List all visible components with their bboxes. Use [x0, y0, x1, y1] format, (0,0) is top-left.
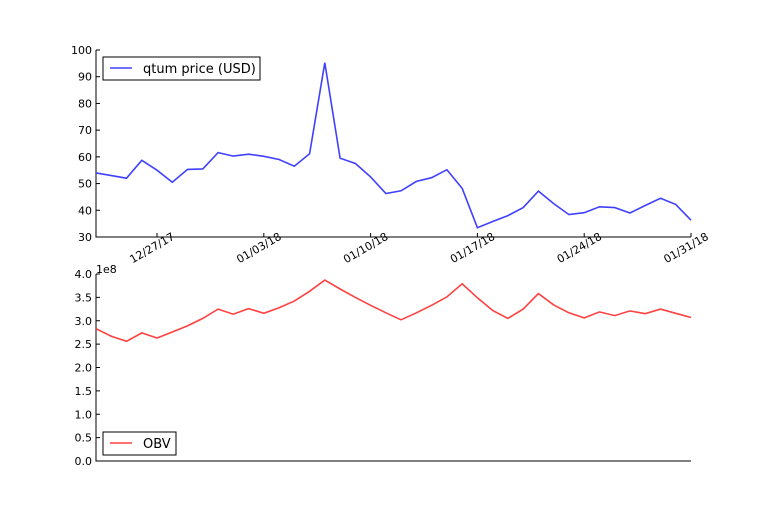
obv-y-offset-label: 1e8	[96, 263, 117, 276]
price-y-tick-label: 70	[78, 124, 92, 137]
obv-y-tick-label: 3.0	[75, 315, 93, 328]
obv-y-tick-label: 0.5	[75, 432, 93, 445]
obv-y-tick-label: 1.5	[75, 385, 93, 398]
price-x-tick-label: 01/31/18	[662, 230, 711, 266]
price-series-line	[95, 62, 692, 229]
obv-subplot: 0.0 0.5 1.0 1.5 2.0 2.5 3.0 3.5 4.0 1e8 OBV	[75, 263, 692, 468]
price-x-tick-label: 12/27/17	[128, 230, 177, 266]
price-x-tick-label: 01/24/18	[555, 230, 604, 266]
price-x-tick-label: 01/10/18	[341, 230, 390, 266]
price-x-tick-label: 01/03/18	[234, 230, 283, 266]
obv-legend-box	[102, 431, 177, 456]
price-y-tick-label: 80	[78, 97, 92, 110]
price-x-axis: 12/27/17 01/03/18 01/10/18 01/17/18 01/24/18…	[128, 230, 711, 266]
price-legend: qtum price (USD)	[102, 56, 261, 81]
obv-legend-label: OBV	[143, 437, 171, 452]
price-legend-box	[102, 56, 261, 81]
obv-y-tick-label: 4.0	[75, 268, 93, 281]
obv-legend: OBV	[102, 431, 177, 456]
price-legend-label: qtum price (USD)	[143, 62, 256, 77]
obv-y-tick-label: 3.5	[75, 291, 93, 304]
price-y-axis: 30 40 50 60 70 80 90 100	[71, 44, 100, 244]
obv-axes-frame	[95, 274, 691, 462]
price-y-tick-label: 40	[78, 204, 92, 217]
price-y-tick-label: 100	[71, 44, 92, 57]
price-subplot: 30 40 50 60 70 80 90 100 12/27/17 01/03/18 01/10/…	[71, 44, 711, 266]
obv-y-tick-label: 1.0	[75, 408, 93, 421]
obv-y-tick-label: 2.5	[75, 338, 93, 351]
price-x-tick-label: 01/17/18	[448, 230, 497, 266]
price-y-tick-label: 60	[78, 151, 92, 164]
obv-y-axis: 0.0 0.5 1.0 1.5 2.0 2.5 3.0 3.5 4.0	[75, 268, 100, 468]
obv-series-line	[95, 279, 692, 343]
price-y-tick-label: 50	[78, 178, 92, 191]
price-y-tick-label: 30	[78, 231, 92, 244]
obv-y-tick-label: 2.0	[75, 362, 93, 375]
price-y-tick-label: 90	[78, 71, 92, 84]
obv-y-tick-label: 0.0	[75, 455, 93, 468]
